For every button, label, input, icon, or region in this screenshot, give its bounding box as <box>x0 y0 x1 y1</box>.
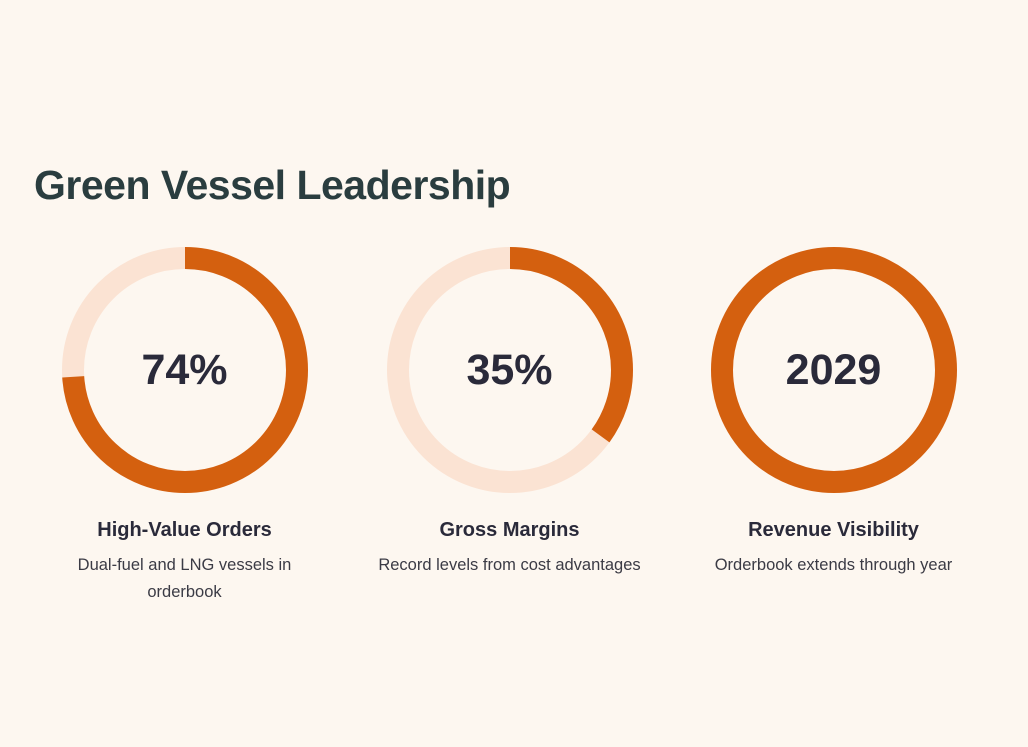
donut-chart: 35% <box>385 245 635 495</box>
card-title: High-Value Orders <box>97 519 272 541</box>
donut-chart-svg <box>710 247 957 493</box>
card-description: Dual-fuel and LNG vessels in orderbook <box>77 556 292 601</box>
metric-card-high-value-orders: 74% High-Value Orders Dual-fuel and LNG … <box>22 245 347 606</box>
card-description: Orderbook extends through year <box>714 556 953 574</box>
donut-chart-svg <box>386 247 633 493</box>
donut-value-label: 74% <box>141 346 228 394</box>
card-description: Record levels from cost advantages <box>378 556 641 574</box>
donut-value-arc <box>710 247 957 493</box>
donut-chart: 2029 <box>709 245 959 495</box>
donut-chart-svg <box>61 247 308 493</box>
card-title: Revenue Visibility <box>748 519 919 541</box>
donut-value-arc <box>61 247 308 493</box>
donut-value-label: 2029 <box>785 346 882 394</box>
page-title: Green Vessel Leadership <box>34 162 511 208</box>
metric-card-gross-margins: 35% Gross Margins Record levels from cos… <box>347 245 672 579</box>
card-title: Gross Margins <box>439 519 580 541</box>
metric-card-revenue-visibility: 2029 Revenue Visibility Orderbook extend… <box>671 245 996 579</box>
donut-value-arc <box>386 247 633 493</box>
donut-chart: 74% <box>60 245 310 495</box>
donut-value-label: 35% <box>466 346 553 394</box>
